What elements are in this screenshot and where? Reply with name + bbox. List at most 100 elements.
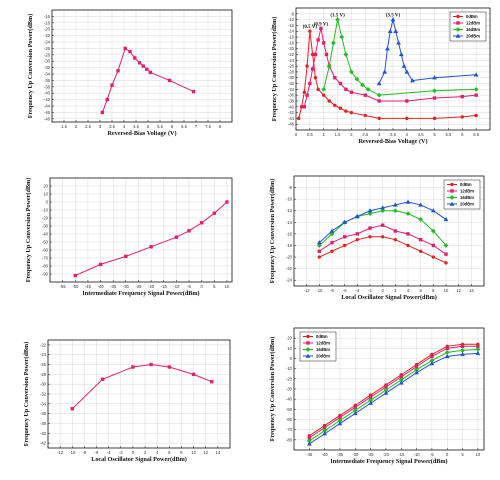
data-point [430,208,436,213]
data-point [313,76,318,80]
y-tick-label: -70 [42,256,49,261]
data-point [187,229,191,233]
chart-panel-6: -45 -40 -35 -30 -25 -20 -15 -10 -5 0 5 10 20 10 0 -10 -2… [250,320,500,480]
y-axis-title: Frequency Up Conversion Power(dBm) [23,342,30,447]
tick-labels: 1.5 2 2.5 3 3.5 4 4.5 5 5.5 6 6.5 7 7.5 8 -16-18 -20-22… [44,14,222,129]
x-tick-label: 4 [407,288,410,293]
x-tick-label: -4 [107,450,111,455]
y-tick-label: -26 [40,362,47,367]
data-point [376,80,382,86]
data-point [322,41,326,45]
data-point [405,99,409,103]
legend-label: 0dBm [460,182,472,187]
plot-frame [51,9,233,123]
legend-swatch-marker [305,347,311,352]
y-tick-label: -26 [44,46,51,51]
data-point [116,69,120,73]
data-point [316,87,320,92]
data-point [392,208,398,214]
chart-svg-4: -12 -10 -8 -6 -4 -2 0 2 4 6 8 10 12 14-8-10-12-14-16-… [269,175,485,301]
x-tick-label: -10 [316,288,323,293]
y-tick-label: 0 [290,356,293,361]
series-1 [297,29,478,121]
y-axis-title: Frequency Up Conversion Power(dBm) [271,17,278,122]
data-point [387,28,393,33]
data-point [418,237,423,242]
x-tick-label: -5 [430,452,434,457]
y-tick-label: -16 [44,14,51,19]
data-point [349,110,354,115]
data-point [393,229,398,233]
data-point [123,46,127,51]
series-line [309,345,478,439]
x-tick-label: -55 [60,284,67,289]
data-point [429,358,435,363]
legend-label: 16dBm [316,347,330,352]
data-point [333,76,337,80]
data-point [338,415,342,420]
y-tick-label: -50 [286,407,293,412]
x-tick-label: -40 [322,452,329,457]
data-point [338,81,343,86]
data-point [353,405,357,409]
x-tick-label: 8 [219,124,222,129]
plot-frame [49,177,233,283]
legend-swatch-marker [305,353,311,358]
x-tick-label: 3 [99,124,102,129]
series-1 [317,235,448,265]
data-point [432,88,437,94]
x-tick-label: -6 [95,450,99,455]
x-tick-label: 0 [446,452,449,457]
y-tick-label: -50 [42,240,49,245]
y-tick-label: -38 [44,84,51,89]
data-point [344,87,348,92]
data-point [337,418,343,423]
y-tick-label: -26 [288,64,295,69]
y-tick-label: -36 [40,411,47,416]
data-point [475,346,481,352]
data-point [460,351,465,357]
data-point [131,365,135,369]
x-tick-label: 2.5 [362,132,368,137]
data-point [405,116,409,121]
peak-annotation: (3.5 V) [386,14,401,19]
data-point [338,106,343,110]
data-point [191,89,196,94]
y-tick-label: -22 [288,52,295,57]
data-point [322,425,327,430]
data-point [316,38,320,42]
data-point [431,243,436,248]
y-axis-title: Frequency Up Conversion Power(dBm) [269,179,276,284]
x-tick-label: 12 [203,450,208,455]
data-point [443,216,449,222]
data-point [330,240,334,245]
data-point [444,261,448,265]
data-point [335,17,340,22]
x-axis-title: Reversed-Bias Voltage (V) [358,138,427,145]
series-2 [307,344,480,440]
data-point [342,219,348,225]
data-point [474,113,478,118]
x-tick-label: 12 [456,288,461,293]
y-tick-label: -8 [290,11,294,16]
y-axis-title: Frequency Up Conversion Power(dBm) [27,14,34,119]
x-tick-label: -6 [343,288,347,293]
x-tick-label: 4 [123,124,126,129]
x-tick-label: -35 [337,452,344,457]
data-point [316,240,322,245]
x-tick-label: 8 [180,450,183,455]
data-point [384,385,388,389]
data-point [70,407,74,411]
data-point [331,40,336,46]
y-tick-label: -40 [286,397,293,402]
data-point [327,99,331,103]
y-tick-label: -34 [288,87,295,92]
x-tick-label: 6 [171,124,174,129]
x-tick-label: -20 [383,452,390,457]
x-tick-label: 5 [147,124,150,129]
x-tick-label: 2 [394,288,397,293]
y-tick-label: -42 [44,97,51,102]
series-4 [306,350,481,446]
data-point [148,70,153,75]
data-point [444,252,448,256]
